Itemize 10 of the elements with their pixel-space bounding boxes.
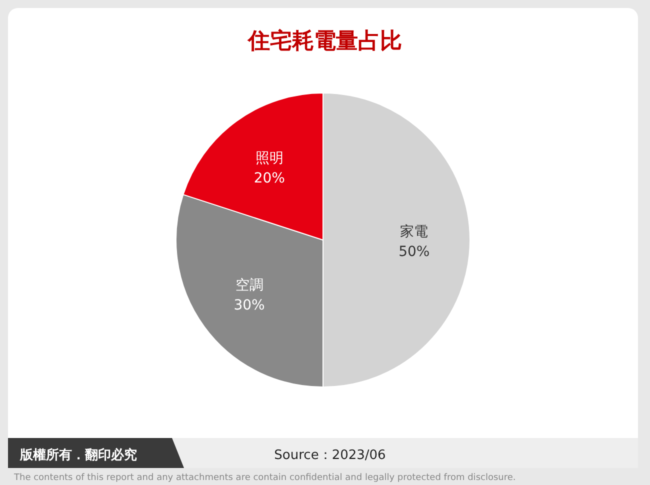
source-note: Source：2023/06 bbox=[274, 448, 386, 463]
slice-label: 照明 bbox=[255, 150, 284, 166]
text: 版權所有．翻印必究 bbox=[19, 447, 137, 463]
chart-title: 住宅耗電量占比 bbox=[247, 28, 402, 54]
data-label: 50% bbox=[398, 244, 430, 260]
slice-label: 空調 bbox=[235, 278, 264, 294]
text: The contents of this report and any attachments are contain confidential and legally protected from disclosure. bbox=[13, 473, 516, 483]
slice-label: 家電 bbox=[400, 224, 428, 240]
data-label: 30% bbox=[234, 298, 265, 314]
data-label: 20% bbox=[254, 170, 285, 186]
